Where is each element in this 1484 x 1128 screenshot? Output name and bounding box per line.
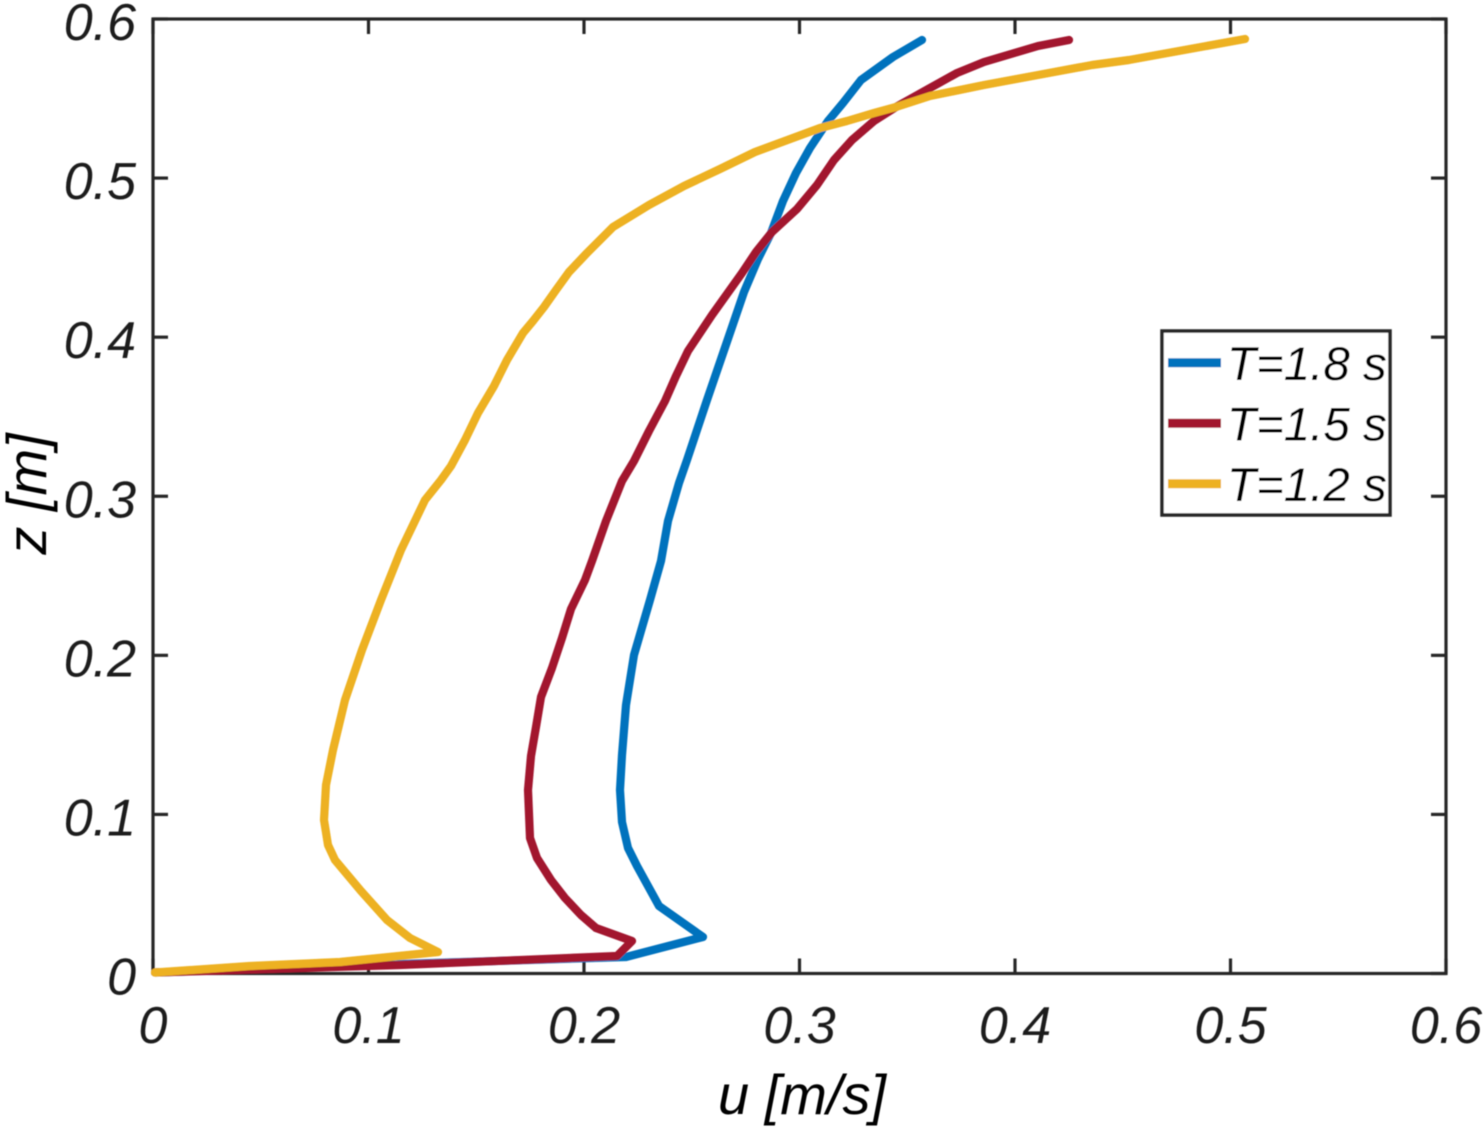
svg-text:T=1.5 s: T=1.5 s bbox=[1227, 398, 1387, 451]
svg-text:0.3: 0.3 bbox=[64, 471, 136, 529]
svg-text:0.4: 0.4 bbox=[64, 312, 136, 370]
svg-text:0.1: 0.1 bbox=[332, 997, 404, 1055]
svg-text:0.5: 0.5 bbox=[1194, 997, 1267, 1055]
svg-text:0.2: 0.2 bbox=[548, 997, 620, 1055]
svg-text:0.6: 0.6 bbox=[1410, 997, 1482, 1055]
svg-text:0.5: 0.5 bbox=[64, 153, 137, 211]
svg-text:0: 0 bbox=[139, 997, 168, 1055]
svg-text:0.3: 0.3 bbox=[763, 997, 835, 1055]
svg-text:0.4: 0.4 bbox=[979, 997, 1051, 1055]
svg-text:0.6: 0.6 bbox=[64, 0, 136, 52]
svg-text:0.2: 0.2 bbox=[64, 630, 136, 688]
svg-text:0.1: 0.1 bbox=[64, 789, 136, 847]
svg-text:u [m/s]: u [m/s] bbox=[718, 1063, 887, 1126]
svg-text:0: 0 bbox=[107, 949, 136, 1007]
svg-text:T=1.2 s: T=1.2 s bbox=[1227, 459, 1387, 512]
svg-text:T=1.8 s: T=1.8 s bbox=[1227, 338, 1387, 391]
svg-text:z [m]: z [m] bbox=[0, 432, 58, 556]
